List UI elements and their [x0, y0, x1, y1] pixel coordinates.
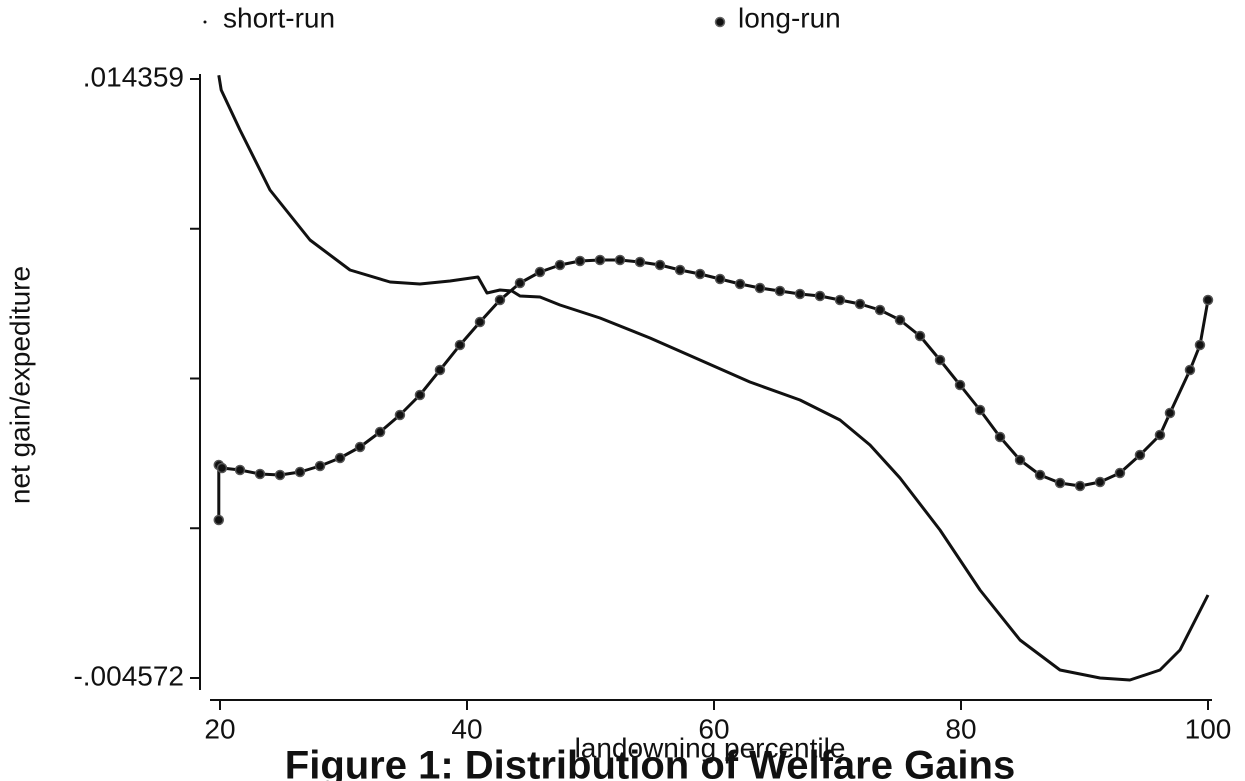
legend-label: short-run [223, 2, 335, 33]
point [834, 294, 846, 306]
point [474, 316, 486, 328]
point [674, 264, 686, 276]
point [1034, 469, 1046, 481]
x-axis-label: landowning percentile [575, 732, 846, 763]
y-tick-label: -.004572 [73, 660, 184, 691]
legend-label: long-run [738, 2, 841, 33]
point [1014, 454, 1026, 466]
point [216, 462, 228, 474]
point [874, 304, 886, 316]
legend-marker [714, 16, 726, 28]
point [314, 460, 326, 472]
legend-marker [203, 20, 207, 24]
point [454, 339, 466, 351]
point [234, 464, 246, 476]
point [1094, 476, 1106, 488]
series-line [217, 74, 1210, 682]
point [1164, 407, 1176, 419]
point [694, 268, 706, 280]
point [1114, 467, 1126, 479]
point [274, 469, 286, 481]
point [794, 288, 806, 300]
point [594, 254, 606, 266]
chart-title: Figure 1: Distribution of Welfare Gains [285, 744, 1015, 781]
point [354, 441, 366, 453]
point [534, 266, 546, 278]
y-axis-label: net gain/expediture [4, 266, 35, 504]
x-tick-label: 100 [1185, 713, 1232, 744]
point [914, 330, 926, 342]
point [954, 379, 966, 391]
point [854, 298, 866, 310]
point [734, 278, 746, 290]
point [814, 290, 826, 302]
point [934, 354, 946, 366]
point [894, 314, 906, 326]
point [514, 277, 526, 289]
point [754, 282, 766, 294]
point [294, 466, 306, 478]
point [213, 514, 225, 526]
point [334, 452, 346, 464]
point [654, 259, 666, 271]
point [414, 389, 426, 401]
point [554, 259, 566, 271]
x-tick-label: 80 [945, 713, 976, 744]
point [1054, 477, 1066, 489]
point [634, 256, 646, 268]
x-tick-label: 40 [451, 713, 482, 744]
point [994, 431, 1006, 443]
point [774, 285, 786, 297]
x-tick-label: 60 [698, 713, 729, 744]
point [1202, 294, 1214, 306]
point [1074, 480, 1086, 492]
point [1184, 364, 1196, 376]
point [714, 273, 726, 285]
point [1194, 339, 1206, 351]
point [374, 426, 386, 438]
y-tick-label: .014359 [83, 61, 184, 92]
point [254, 468, 266, 480]
point [574, 255, 586, 267]
x-tick-label: 20 [204, 713, 235, 744]
point [434, 364, 446, 376]
point [1134, 449, 1146, 461]
point [614, 254, 626, 266]
point [1154, 429, 1166, 441]
point [494, 294, 506, 306]
point [394, 409, 406, 421]
point [974, 404, 986, 416]
